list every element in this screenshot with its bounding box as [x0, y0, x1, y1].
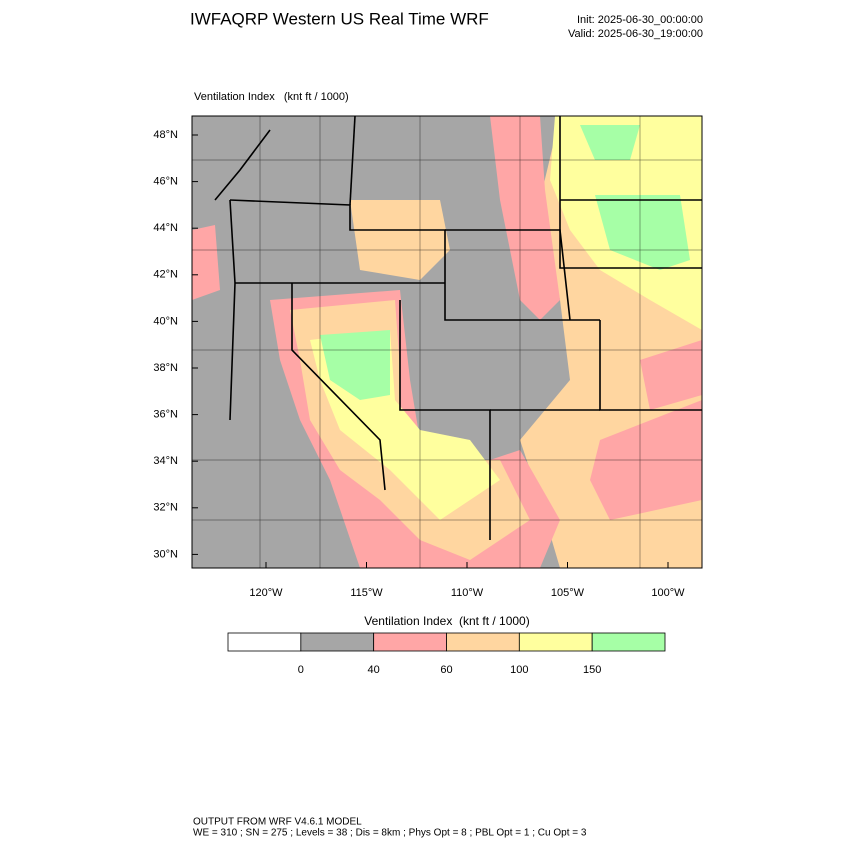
- map-field: [192, 116, 702, 568]
- lon-label: 110°W: [451, 587, 484, 599]
- lon-label: 115°W: [350, 587, 383, 599]
- lat-label: 48°N: [153, 129, 178, 141]
- title: IWFAQRP Western US Real Time WRF: [190, 9, 489, 28]
- map-subtitle: Ventilation Index (knt ft / 1000): [194, 91, 349, 103]
- colorbar-swatch: [518, 632, 593, 652]
- colorbar-swatch: [446, 632, 520, 652]
- lat-label: 34°N: [153, 455, 178, 467]
- lat-label: 42°N: [153, 269, 178, 281]
- colorbar-label: 0: [298, 664, 304, 676]
- colorbar-swatch: [373, 632, 447, 652]
- lat-label: 38°N: [153, 362, 178, 374]
- lon-label: 105°W: [551, 587, 585, 599]
- lat-label: 44°N: [153, 222, 178, 234]
- colorbar-label: 150: [583, 664, 601, 676]
- lat-label: 40°N: [153, 315, 178, 327]
- map-frame: [191, 115, 703, 569]
- colorbar-label: 40: [368, 664, 380, 676]
- lon-label: 100°W: [651, 587, 685, 599]
- footer-line: WE = 310 ; SN = 275 ; Levels = 38 ; Dis …: [193, 828, 587, 839]
- colorbar-label: 100: [510, 664, 528, 676]
- lat-label: 46°N: [153, 176, 178, 188]
- lat-label: 36°N: [153, 409, 178, 421]
- lat-label: 32°N: [153, 502, 178, 514]
- init-time: Init: 2025-06-30_00:00:00: [577, 14, 703, 26]
- colorbar-swatch: [591, 632, 666, 652]
- lat-label: 30°N: [153, 548, 178, 560]
- colorbar-label: 60: [440, 664, 452, 676]
- valid-time: Valid: 2025-06-30_19:00:00: [568, 28, 703, 40]
- colorbar-title: Ventilation Index (knt ft / 1000): [364, 614, 529, 628]
- colorbar-swatch: [227, 632, 302, 652]
- footer-line: OUTPUT FROM WRF V4.6.1 MODEL: [193, 817, 362, 828]
- colorbar-swatch: [300, 632, 375, 652]
- lon-label: 120°W: [249, 587, 283, 599]
